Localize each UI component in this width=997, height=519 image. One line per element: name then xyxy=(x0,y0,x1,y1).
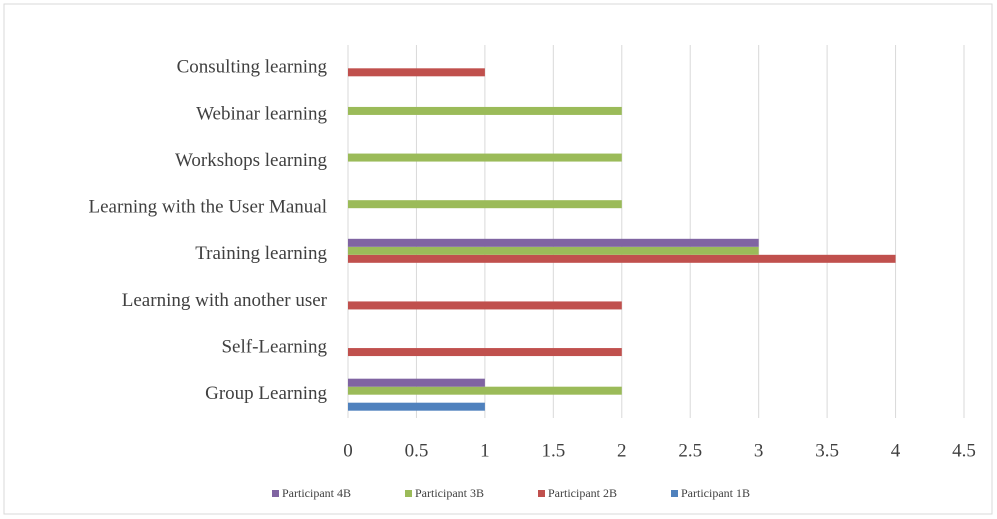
legend-label: Participant 3B xyxy=(415,486,484,500)
y-tick-label: Group Learning xyxy=(205,383,327,404)
legend-label: Participant 4B xyxy=(282,486,351,500)
bar xyxy=(348,106,622,115)
bar xyxy=(348,238,759,247)
y-tick-label: Learning with another user xyxy=(122,290,328,311)
legend-label: Participant 1B xyxy=(681,486,750,500)
y-tick-label: Self-Learning xyxy=(221,336,327,357)
x-tick-label: 0 xyxy=(343,440,353,461)
bar xyxy=(348,254,896,263)
y-tick-label: Learning with the User Manual xyxy=(89,197,327,218)
legend-swatch xyxy=(538,490,545,497)
x-tick-label: 1 xyxy=(480,440,490,461)
bar xyxy=(348,301,622,310)
y-tick-label: Training learning xyxy=(195,243,327,264)
x-tick-label: 0.5 xyxy=(405,440,429,461)
bar xyxy=(348,402,485,411)
bar xyxy=(348,246,759,255)
x-tick-label: 4 xyxy=(891,440,901,461)
legend-swatch xyxy=(671,490,678,497)
x-tick-label: 1.5 xyxy=(541,440,565,461)
y-tick-label: Webinar learning xyxy=(196,103,327,124)
x-tick-label: 2 xyxy=(617,440,627,461)
bar xyxy=(348,68,485,77)
x-tick-label: 4.5 xyxy=(952,440,976,461)
bar xyxy=(348,378,485,387)
bar xyxy=(348,348,622,357)
bar xyxy=(348,386,622,395)
legend-swatch xyxy=(272,490,279,497)
legend-swatch xyxy=(405,490,412,497)
bar xyxy=(348,153,622,162)
x-tick-label: 3.5 xyxy=(815,440,839,461)
y-tick-label: Workshops learning xyxy=(175,150,328,171)
x-tick-label: 2.5 xyxy=(678,440,702,461)
legend-label: Participant 2B xyxy=(548,486,617,500)
x-tick-label: 3 xyxy=(754,440,764,461)
y-tick-label: Consulting learning xyxy=(177,57,328,78)
bar xyxy=(348,200,622,209)
